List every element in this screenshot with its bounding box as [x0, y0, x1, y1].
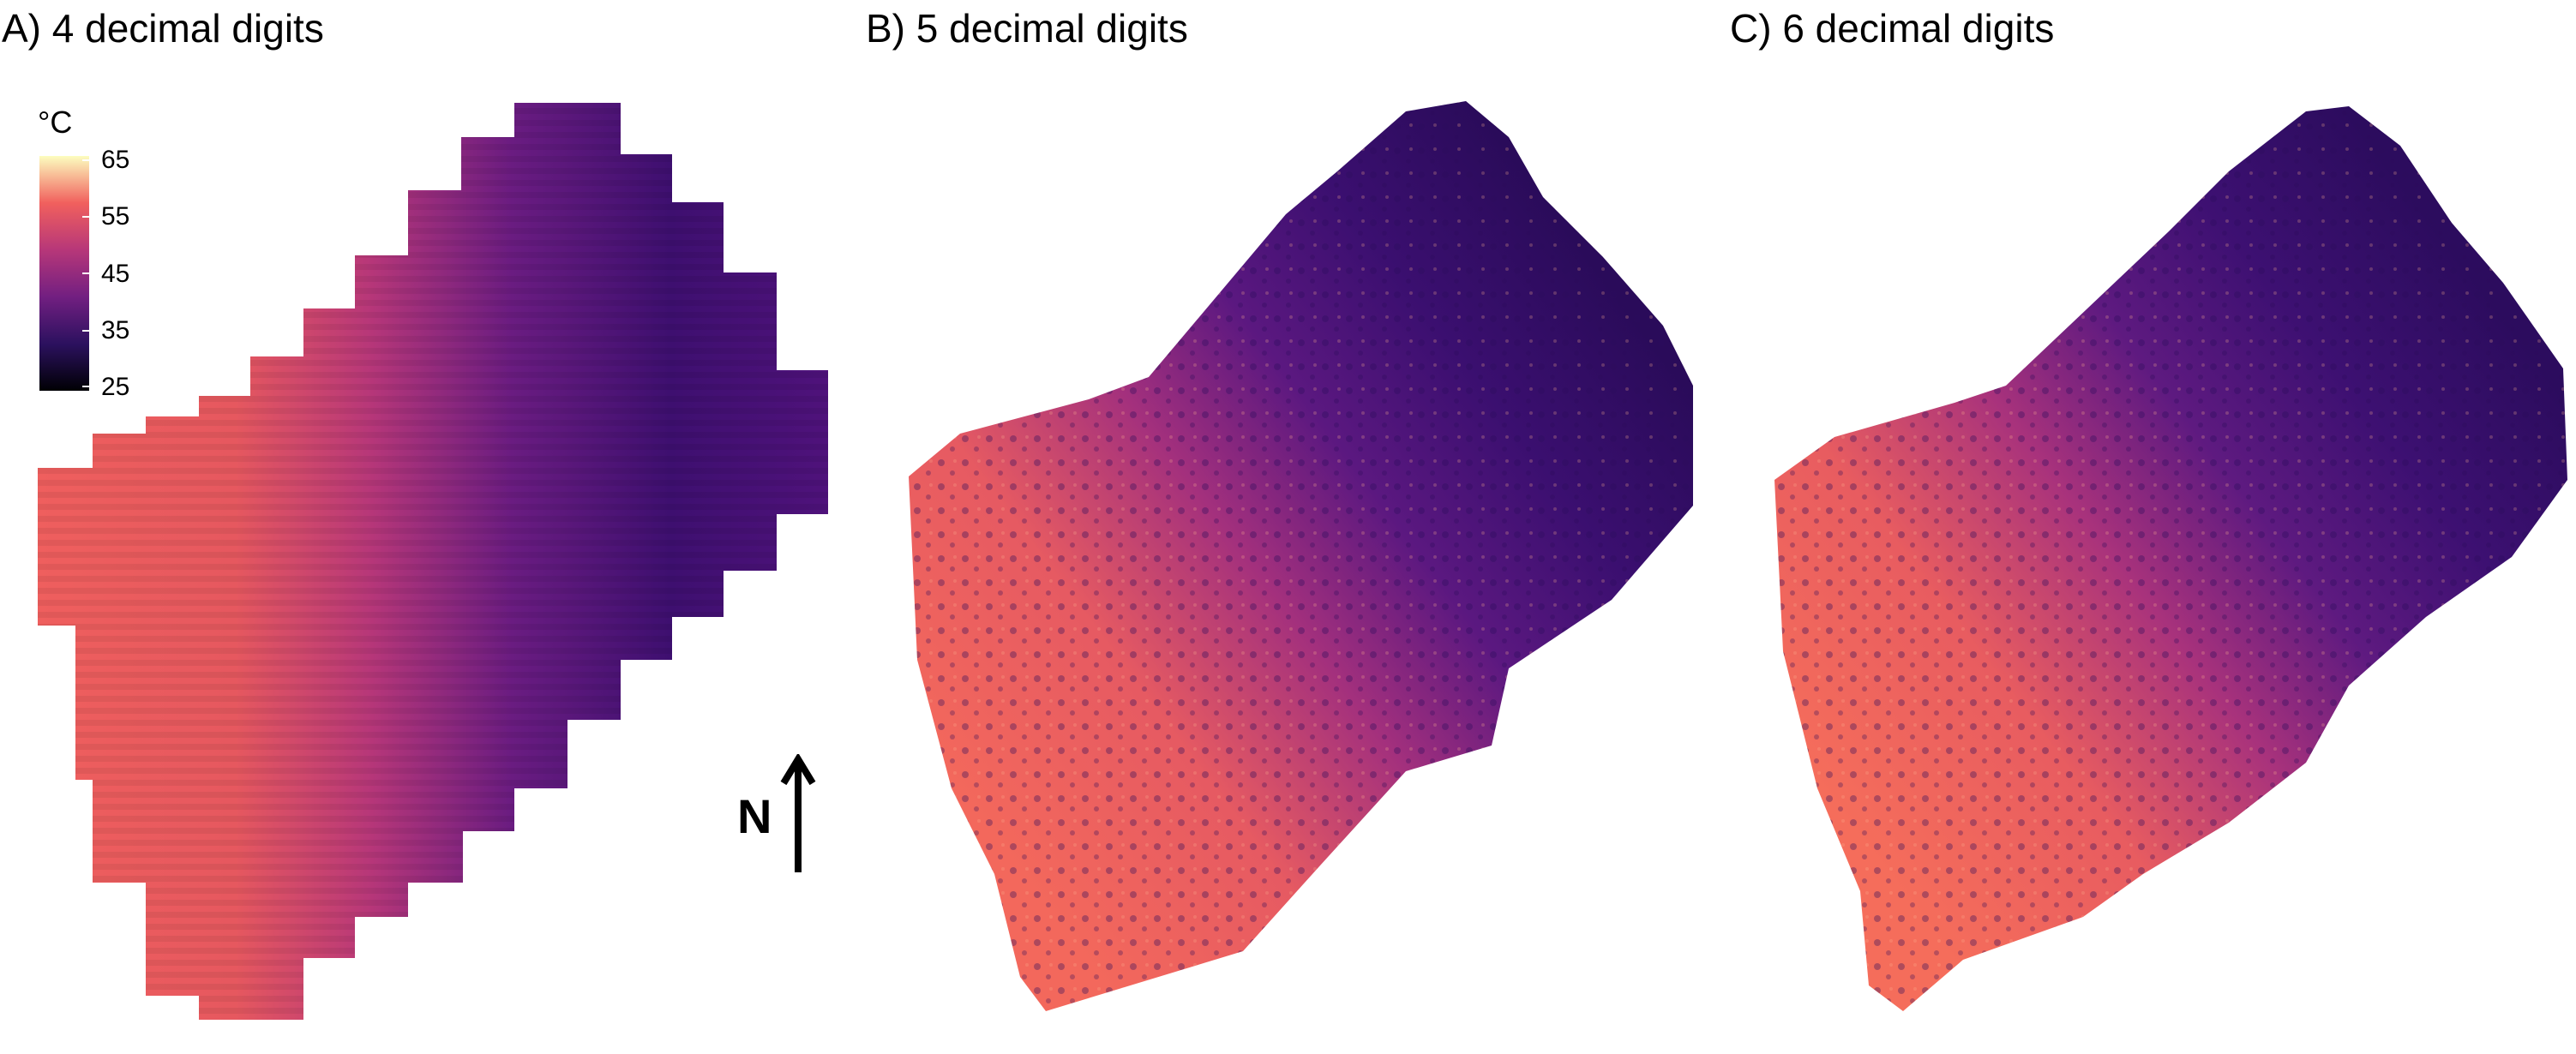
legend-tick-mark — [82, 159, 89, 161]
legend-tick-label: 45 — [101, 260, 130, 288]
legend-tick-mark — [82, 216, 89, 218]
legend-tick-mark — [82, 272, 89, 274]
map-panel-c — [1774, 106, 2567, 1011]
legend-tick-label: 65 — [101, 146, 130, 174]
panel-a-title: A) 4 decimal digits — [2, 6, 324, 51]
north-arrow-icon — [780, 754, 816, 872]
legend-unit: °C — [38, 105, 73, 140]
legend-tick-label: 25 — [101, 373, 130, 401]
panel-c-title: C) 6 decimal digits — [1730, 6, 2055, 51]
legend-tick-label: 55 — [101, 202, 130, 231]
map-panel-a — [38, 103, 828, 1020]
map-panel-b — [909, 101, 1693, 1011]
legend-tick-label: 35 — [101, 316, 130, 344]
legend-tick-mark — [82, 386, 89, 387]
legend-tick-mark — [82, 330, 89, 332]
north-label: N — [737, 789, 772, 843]
legend-colorbar — [39, 156, 89, 391]
panel-b-title: B) 5 decimal digits — [866, 6, 1188, 51]
